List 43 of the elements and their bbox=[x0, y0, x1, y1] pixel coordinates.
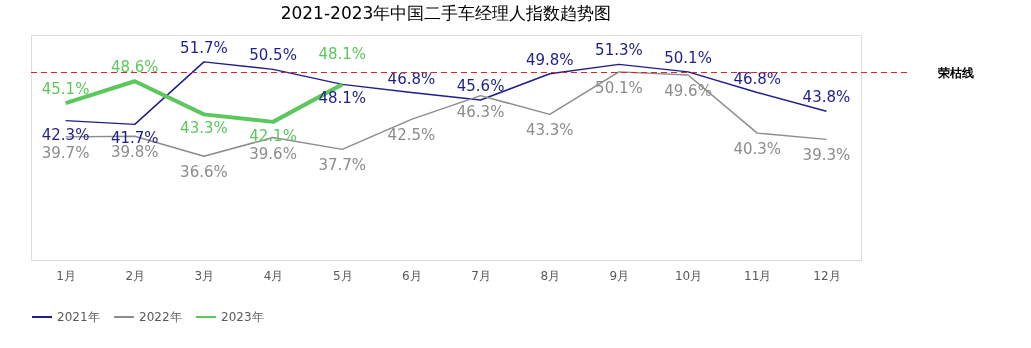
data-label: 39.6% bbox=[249, 144, 297, 163]
data-label: 46.3% bbox=[456, 102, 505, 121]
legend-label: 2022年 bbox=[139, 310, 182, 324]
data-label: 51.3% bbox=[595, 41, 643, 60]
data-label: 42.1% bbox=[249, 126, 297, 145]
data-label: 43.3% bbox=[525, 121, 574, 140]
data-label: 48.1% bbox=[318, 45, 367, 64]
data-label: 49.6% bbox=[664, 82, 712, 100]
legend-label: 2023年 bbox=[221, 310, 264, 324]
data-label: 42.5% bbox=[387, 126, 436, 145]
x-tick-label: 4月 bbox=[263, 268, 284, 283]
x-tick-label: 11月 bbox=[744, 268, 772, 283]
data-label: 50.1% bbox=[595, 78, 643, 97]
x-tick-label: 5月 bbox=[332, 268, 353, 283]
x-tick-label: 10月 bbox=[674, 268, 703, 283]
data-label: 49.8% bbox=[525, 50, 574, 69]
data-label: 48.1% bbox=[318, 89, 367, 108]
data-label: 50.1% bbox=[664, 48, 712, 67]
data-label: 43.8% bbox=[802, 88, 851, 107]
x-tick-label: 7月 bbox=[471, 268, 491, 283]
data-label: 40.3% bbox=[733, 140, 782, 159]
data-label: 51.7% bbox=[180, 38, 228, 57]
x-tick-label: 1月 bbox=[56, 268, 76, 283]
x-tick-label: 9月 bbox=[609, 268, 630, 283]
x-tick-label: 8月 bbox=[540, 268, 561, 283]
data-label: 37.7% bbox=[318, 156, 367, 175]
data-label: 39.3% bbox=[802, 146, 851, 165]
x-tick-label: 2月 bbox=[125, 268, 146, 283]
data-label: 43.3% bbox=[180, 119, 228, 138]
data-label: 39.7% bbox=[41, 143, 90, 162]
data-label: 45.1% bbox=[41, 80, 90, 99]
x-tick-label: 3月 bbox=[194, 268, 215, 283]
data-label: 48.6% bbox=[110, 58, 159, 77]
chart-title: 2021-2023年中国二手车经理人指数趋势图 bbox=[280, 3, 612, 23]
ref-line-label: 荣枯线 bbox=[937, 65, 974, 80]
x-tick-label: 12月 bbox=[813, 268, 841, 283]
data-label: 36.6% bbox=[180, 163, 228, 182]
legend-label: 2021年 bbox=[57, 310, 100, 324]
data-label: 45.6% bbox=[456, 77, 505, 95]
data-label: 46.8% bbox=[733, 69, 782, 88]
x-tick-label: 6月 bbox=[402, 268, 422, 283]
data-label: 50.5% bbox=[249, 46, 297, 65]
data-label: 42.3% bbox=[41, 125, 90, 144]
